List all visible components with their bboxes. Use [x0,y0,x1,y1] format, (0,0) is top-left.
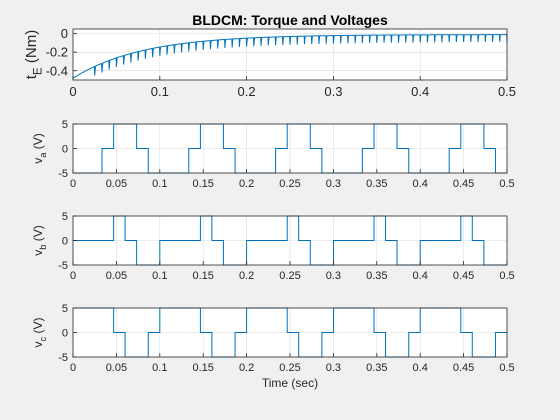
y-axis-label: va (V) [31,133,48,164]
x-tick-label: 0.1 [152,362,167,374]
x-tick-label: 0.1 [152,178,167,190]
x-tick-label: 0.45 [453,178,474,190]
x-tick-label: 0.35 [366,178,387,190]
y-tick-label: 0 [61,26,68,41]
x-tick-label: 0.15 [192,362,213,374]
x-tick-label: 0.2 [239,270,254,282]
x-tick-label: 0.2 [238,84,256,99]
x-tick-label: 0.4 [413,362,428,374]
y-tick-label: 0 [62,327,68,339]
y-tick-label: -5 [58,260,68,272]
y-tick-label: -5 [58,352,68,364]
subplot-3: 0 0.05 0.1 0.15 0.2 0.25 0.3 0.35 0.4 0.45 0.550-5… [31,211,515,282]
x-tick-label: 0.4 [413,178,428,190]
x-tick-label: 0.5 [499,270,514,282]
x-tick-label: 0.35 [366,362,387,374]
x-tick-label: 0.1 [152,270,167,282]
x-tick-label: 0.1 [151,84,169,99]
x-tick-label: 0.25 [279,178,300,190]
x-tick-label: 0.15 [192,178,213,190]
x-axis-label: Time (sec) [262,376,318,390]
x-tick-label: 0.05 [106,362,127,374]
y-tick-label: 5 [62,211,68,223]
x-tick-label: 0.5 [499,178,514,190]
x-tick-label: 0.4 [413,270,428,282]
x-tick-label: 0.25 [279,270,300,282]
x-tick-label: 0 [69,84,76,99]
y-tick-label: 0 [62,143,68,155]
subplot-1: 0 0.1 0.2 0.3 0.4 0.5 0 -0.2 -0.4tE (Nm) BLDCM: T… [23,12,516,99]
y-axis-label: tE (Nm) [23,30,44,79]
x-tick-label: 0.25 [279,362,300,374]
x-tick-label: 0.2 [239,362,254,374]
x-tick-label: 0.2 [239,178,254,190]
y-tick-label: -0.2 [46,45,68,60]
x-tick-label: 0 [70,270,76,282]
x-tick-label: 0.3 [326,270,341,282]
y-tick-label: -0.4 [46,63,68,78]
x-tick-label: 0.3 [326,362,341,374]
y-tick-label: -5 [58,168,68,180]
x-tick-label: 0.15 [192,270,213,282]
y-tick-label: 0 [62,235,68,247]
x-tick-label: 0 [70,178,76,190]
x-tick-label: 0.45 [453,270,474,282]
y-tick-label: 5 [62,119,68,131]
y-axis-label: vc (V) [31,317,48,347]
subplot-4: 0 0.05 0.1 0.15 0.2 0.25 0.3 0.35 0.4 0.45 0.550-5… [31,303,515,390]
y-tick-label: 5 [62,303,68,315]
series-line [72,34,508,79]
x-tick-label: 0.5 [498,84,516,99]
x-tick-label: 0.3 [324,84,342,99]
subplot-2: 0 0.05 0.1 0.15 0.2 0.25 0.3 0.35 0.4 0.45 0.550-5… [31,119,515,190]
x-tick-label: 0.5 [499,362,514,374]
x-tick-label: 0.3 [326,178,341,190]
x-tick-label: 0.35 [366,270,387,282]
axes-frame [72,28,508,81]
subplots: 0 0.1 0.2 0.3 0.4 0.5 0 -0.2 -0.4tE (Nm) BLDCM: T… [23,12,516,390]
x-tick-label: 0.05 [106,270,127,282]
x-tick-label: 0.45 [453,362,474,374]
chart-title: BLDCM: Torque and Voltages [192,12,388,28]
y-axis-label: vb (V) [31,225,48,256]
x-tick-label: 0.4 [411,84,429,99]
x-tick-label: 0.05 [106,178,127,190]
x-tick-label: 0 [70,362,76,374]
